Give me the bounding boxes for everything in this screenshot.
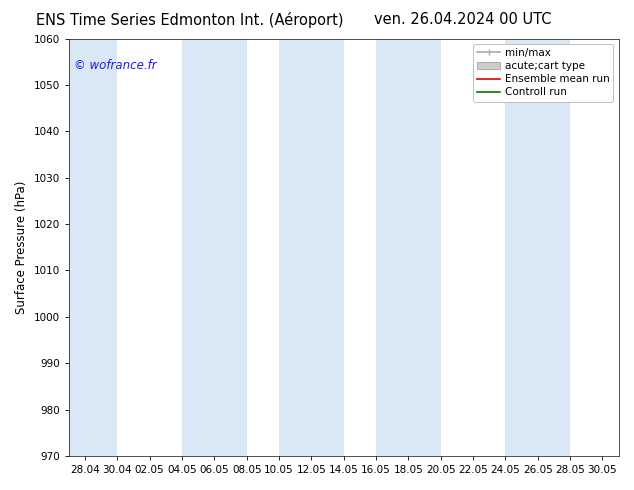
- Y-axis label: Surface Pressure (hPa): Surface Pressure (hPa): [15, 181, 28, 314]
- Text: ENS Time Series Edmonton Int. (Aéroport): ENS Time Series Edmonton Int. (Aéroport): [36, 12, 344, 28]
- Bar: [53, 39, 117, 456]
- Bar: [279, 39, 344, 456]
- Text: © wofrance.fr: © wofrance.fr: [74, 59, 157, 73]
- Text: ven. 26.04.2024 00 UTC: ven. 26.04.2024 00 UTC: [374, 12, 552, 27]
- Legend: min/max, acute;cart type, Ensemble mean run, Controll run: min/max, acute;cart type, Ensemble mean …: [473, 44, 614, 101]
- Bar: [182, 39, 247, 456]
- Bar: [376, 39, 441, 456]
- Bar: [505, 39, 570, 456]
